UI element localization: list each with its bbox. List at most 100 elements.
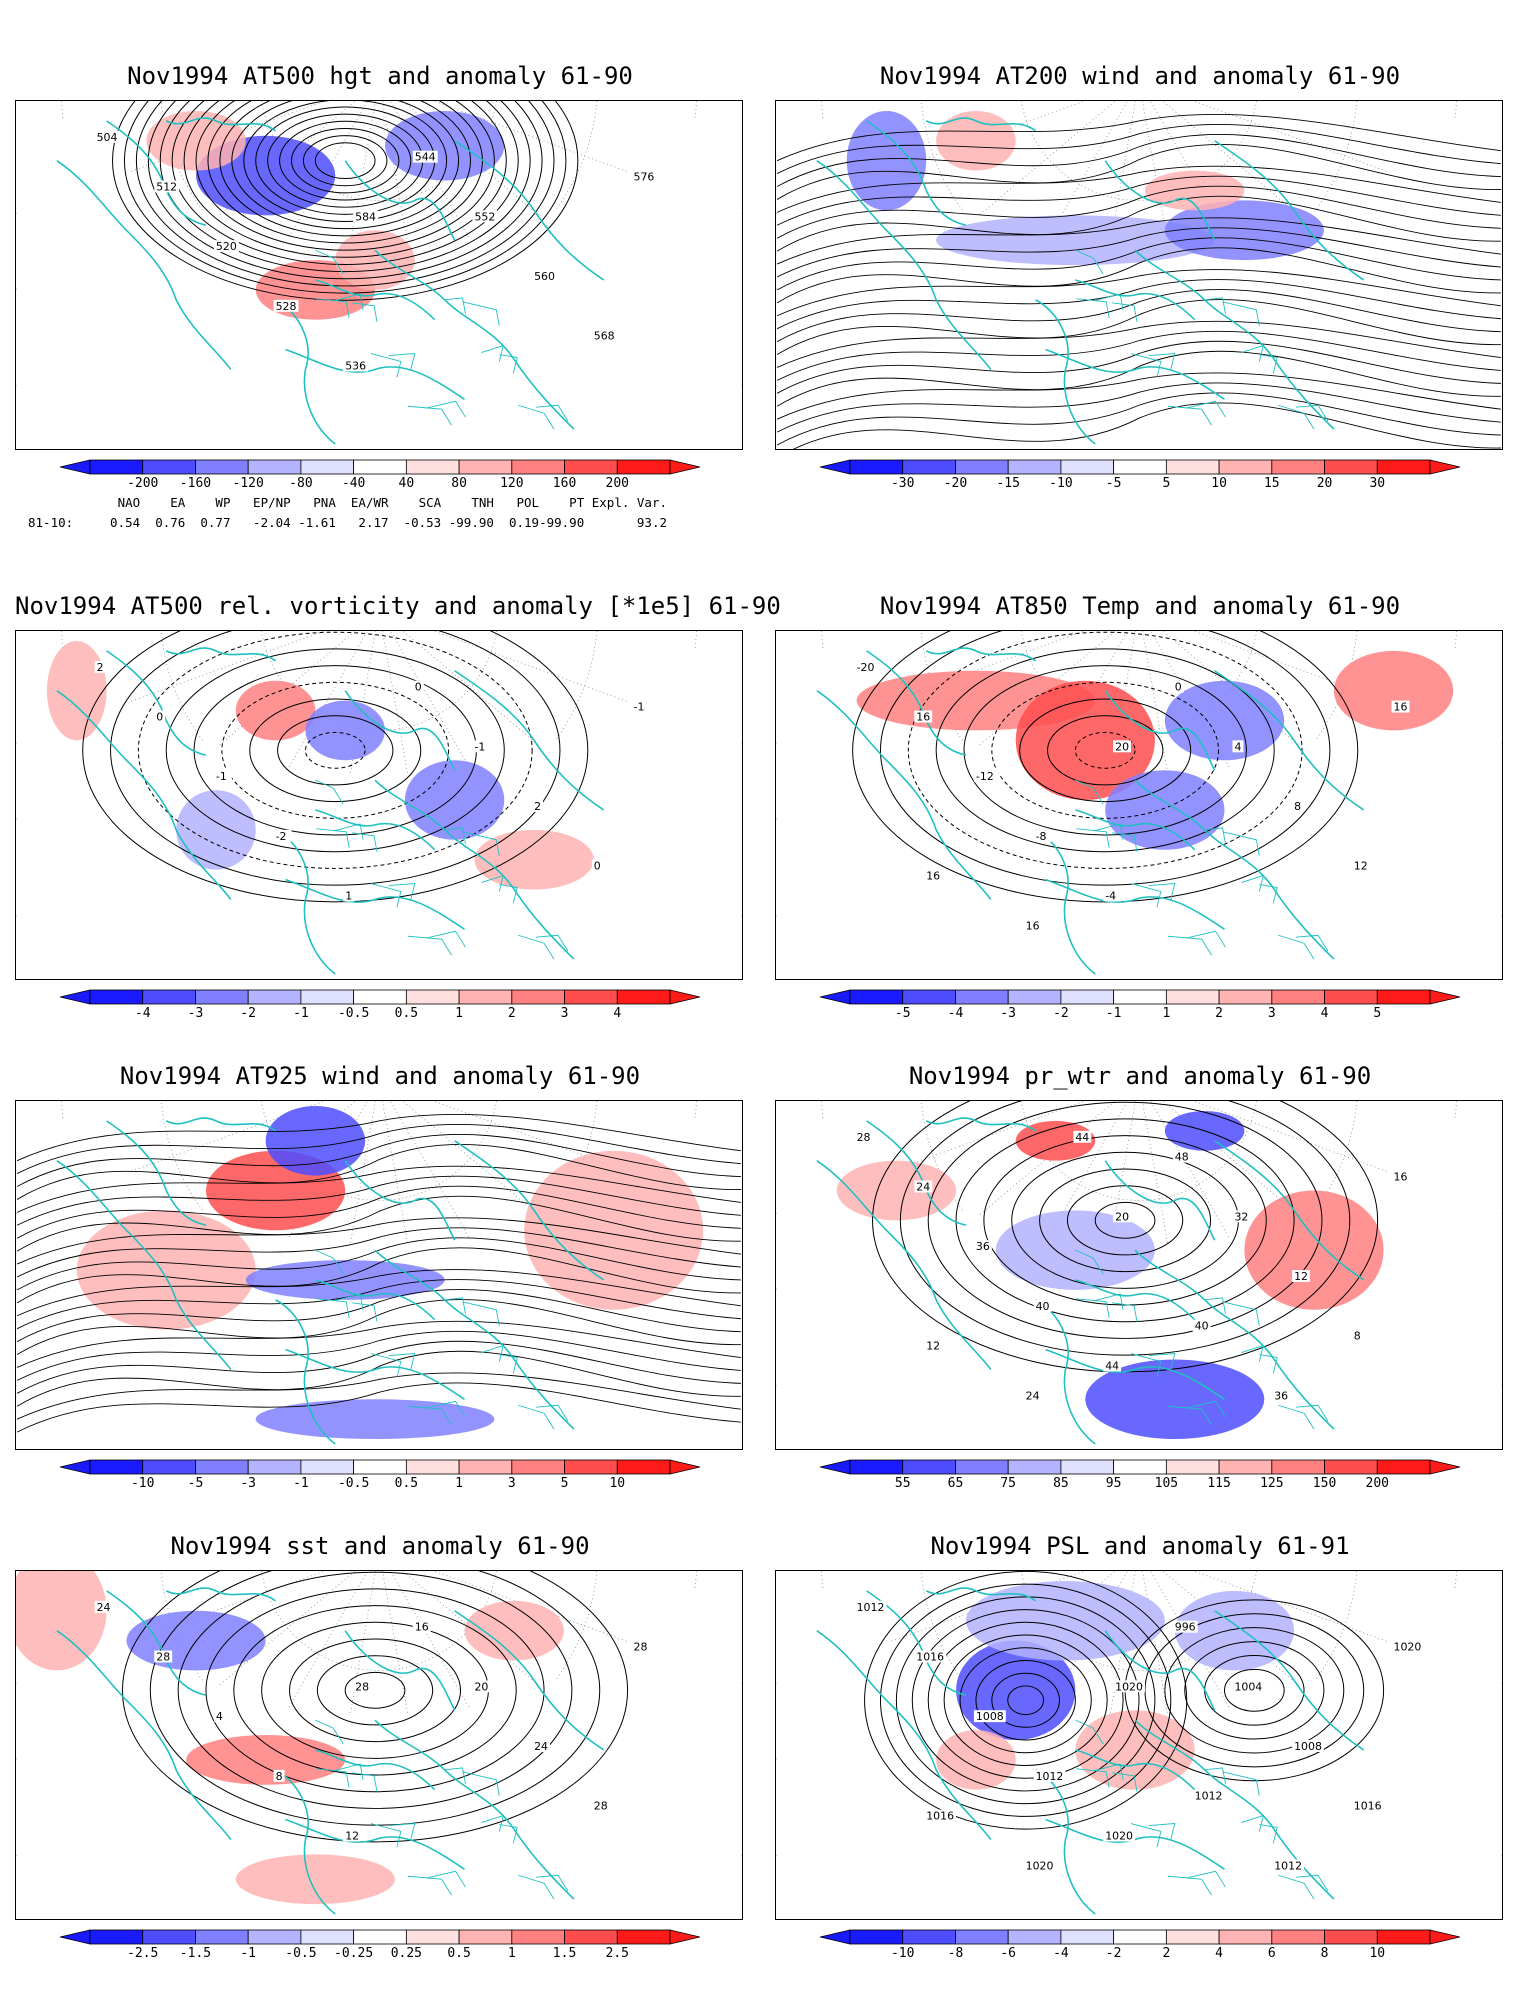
colorbar-tick-label: 1 xyxy=(455,1006,463,1021)
country-borders xyxy=(315,779,569,960)
colorbar-tick-label: -1 xyxy=(240,1946,256,1961)
colorbar-arrow-right xyxy=(1429,1459,1460,1475)
colorbar-box xyxy=(902,989,956,1005)
anomaly-shading xyxy=(1333,650,1454,731)
colorbar-box xyxy=(1324,459,1378,475)
colorbar-tick-label: 1.5 xyxy=(552,1946,577,1961)
contour-label: 24 xyxy=(97,1601,111,1614)
colorbar-box xyxy=(1007,459,1062,475)
contour-label-bg xyxy=(1391,700,1410,713)
contour-label-bg xyxy=(1292,1740,1324,1752)
colorbar-tick-label: -0.5 xyxy=(337,1006,370,1021)
contour-lines xyxy=(112,101,579,301)
map-panel-2 xyxy=(775,100,1503,450)
colorbar-box xyxy=(1113,989,1167,1005)
contour-label: 20 xyxy=(1115,1210,1129,1223)
contour-label-bg xyxy=(1033,1299,1052,1312)
colorbar-arrow-right xyxy=(669,989,700,1005)
teleconnection-value: 0.76 xyxy=(140,515,186,530)
contour-label: 2 xyxy=(97,661,104,674)
colorbar-arrow-left xyxy=(820,1459,851,1475)
colorbar-tick-label: -0.5 xyxy=(285,1946,317,1961)
contour-label-bg xyxy=(1023,1859,1056,1872)
colorbar-ticks-7: -2.5 -1.5 -1 -0.5 -0.25 0.25 0.5 1 1.5 2.5 xyxy=(60,1946,700,1962)
teleconnection-value: 0.19 xyxy=(493,515,540,530)
contour-label-bg xyxy=(591,1799,610,1812)
contour-label-bg xyxy=(631,700,650,713)
contour-label-bg xyxy=(1103,1359,1122,1372)
colorbar-6 xyxy=(820,1458,1460,1488)
anomaly-shading xyxy=(186,1735,346,1785)
contour-label-bg xyxy=(591,329,617,342)
contour-label: 0 xyxy=(156,710,163,723)
colorbar-tick-label: 0.5 xyxy=(447,1946,471,1961)
contour-label-bg xyxy=(973,770,999,783)
teleconnection-header: NAO xyxy=(95,495,141,510)
teleconnection-header: PNA xyxy=(290,495,336,510)
colorbar-box xyxy=(902,459,956,475)
country-borders xyxy=(315,1719,569,1900)
anomaly-shading xyxy=(1244,1190,1384,1310)
anomaly-shading xyxy=(76,1210,256,1330)
colorbar-box xyxy=(564,1459,618,1475)
colorbar-box xyxy=(405,989,460,1005)
contour-label-bg xyxy=(591,859,603,872)
contour-label: 40 xyxy=(1195,1320,1209,1333)
map-panel-5 xyxy=(15,1100,743,1450)
contour-label: -1 xyxy=(474,740,485,753)
colorbar-tick-label: -1 xyxy=(1105,1006,1122,1021)
contour-label: 1004 xyxy=(1234,1680,1262,1693)
colorbar-tick-label: -4 xyxy=(947,1006,964,1021)
colorbar-box xyxy=(511,989,565,1005)
colorbar-box xyxy=(1165,989,1220,1005)
colorbar-tick-label: -5 xyxy=(1105,476,1122,491)
contour-label-bg xyxy=(472,1680,491,1693)
contour-label: 8 xyxy=(1294,800,1301,813)
panel-title-3: Nov1994 AT500 rel. vorticity and anomaly… xyxy=(15,592,781,620)
colorbar-arrow-left xyxy=(820,1929,851,1945)
colorbar-box xyxy=(1271,1459,1325,1475)
anomaly-shading xyxy=(384,110,505,181)
colorbar-box xyxy=(1007,989,1062,1005)
colorbar-3 xyxy=(60,988,700,1018)
colorbar-box xyxy=(353,1459,407,1475)
contour-label-bg xyxy=(94,1600,113,1613)
colorbar-box xyxy=(1271,459,1325,475)
streamlines xyxy=(16,1113,741,1433)
contour-label-bg xyxy=(1292,800,1304,812)
contour-label: 1016 xyxy=(916,1650,944,1663)
contour-label-bg xyxy=(1113,1680,1145,1693)
contour-label: 24 xyxy=(1026,1389,1040,1402)
anomaly-shading xyxy=(1085,1359,1265,1440)
contour-label-bg xyxy=(1172,1620,1198,1633)
colorbar-tick-label: 2.5 xyxy=(605,1946,630,1961)
colorbar-box xyxy=(353,989,407,1005)
colorbar-tick-label: -200 xyxy=(127,476,159,491)
colorbar-tick-label: -120 xyxy=(232,476,264,491)
colorbar-tick-label: 6 xyxy=(1267,1946,1276,1961)
colorbar-tick-label: 85 xyxy=(1053,1476,1069,1491)
colorbar-box xyxy=(195,459,249,475)
colorbar-tick-label: -80 xyxy=(289,476,313,491)
colorbar-box xyxy=(955,989,1009,1005)
anomaly-shading xyxy=(1164,200,1324,261)
colorbar-tick-label: 0.25 xyxy=(390,1946,423,1961)
contour-label: 1012 xyxy=(1036,1770,1064,1783)
colorbar-8 xyxy=(820,1928,1460,1958)
contour-label-bg xyxy=(1232,740,1244,753)
contour-label-bg xyxy=(1033,1769,1066,1782)
colorbar-tick-label: -0.5 xyxy=(337,1476,370,1491)
colorbar-box xyxy=(405,1459,460,1475)
colorbar-tick-label: -3 xyxy=(240,1476,256,1491)
anomaly-shading xyxy=(995,1210,1155,1290)
colorbar-tick-label: 0.5 xyxy=(394,1006,419,1021)
contour-label: 1012 xyxy=(857,1601,885,1614)
contour-label: 1 xyxy=(345,889,352,902)
colorbar-tick-label: 4 xyxy=(1320,1006,1329,1021)
country-borders xyxy=(1075,1719,1329,1900)
contour-label-bg xyxy=(412,1620,431,1633)
contour-label-bg xyxy=(1351,1329,1363,1342)
colorbar-2 xyxy=(820,458,1460,488)
colorbar-tick-label: 15 xyxy=(1263,476,1280,491)
colorbar-ticks-6: 55 65 75 85 95 105 115 125 150 200 xyxy=(820,1476,1460,1492)
